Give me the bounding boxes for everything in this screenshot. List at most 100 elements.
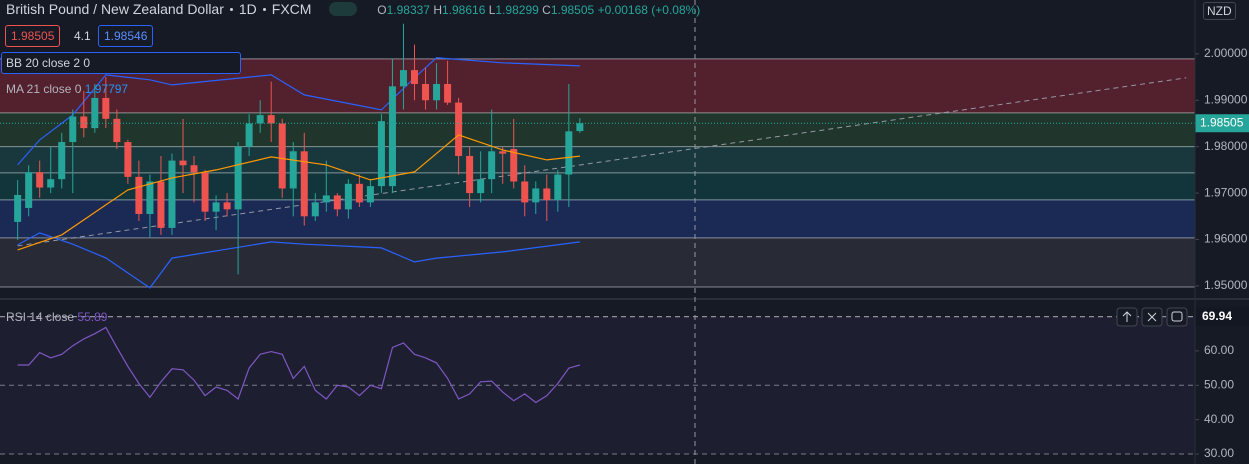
bb-lower	[17, 232, 580, 289]
last-price-box	[1195, 114, 1249, 133]
candle-body	[433, 84, 441, 101]
last-price-label: 1.98505	[1200, 115, 1244, 129]
y-tick-label: 1.97000	[1204, 185, 1248, 199]
fib-zone	[0, 146, 1195, 173]
ohlc-label: O	[377, 3, 387, 17]
y-tick-label: 40.00	[1204, 412, 1234, 426]
fib-zone	[0, 199, 1195, 238]
candle-body	[157, 181, 165, 228]
ohlc-close: 1.98505	[550, 3, 595, 17]
rsi-name: RSI 14 close	[6, 310, 75, 324]
candle-body	[499, 151, 507, 154]
ohlc-label: C	[542, 3, 551, 17]
y-tick-label: 1.99000	[1204, 92, 1248, 106]
candle-body	[422, 84, 430, 101]
ohlc-open: 1.98337	[386, 3, 430, 17]
candle-body	[300, 151, 308, 217]
y-tick-label: 1.95000	[1204, 278, 1248, 292]
sell-price[interactable]: 1.98505	[5, 25, 61, 47]
candle-body	[532, 188, 540, 203]
candle-body	[466, 155, 474, 194]
pane-button[interactable]	[1166, 307, 1188, 327]
candle-body	[477, 179, 485, 194]
ma-line	[17, 134, 580, 251]
candle-body	[135, 176, 143, 214]
candle-body	[179, 160, 187, 166]
candle-body	[576, 123, 584, 132]
rsi-line	[17, 326, 581, 404]
candle-body	[322, 195, 330, 203]
candle-body	[201, 172, 209, 212]
candle-body	[69, 116, 77, 143]
candle-body	[124, 142, 132, 177]
ohlc-low: 1.98299	[495, 3, 539, 17]
candle-body	[377, 121, 385, 187]
candle-body	[366, 186, 374, 203]
candle-body	[47, 179, 55, 188]
fib-zone	[0, 112, 1195, 147]
ma-value: 1.97797	[84, 82, 129, 96]
crosshair-label: 69.94	[1202, 309, 1232, 323]
ohlc-label: L	[488, 3, 496, 17]
icon-maximize	[1171, 311, 1183, 322]
candle-body	[278, 123, 286, 189]
spread: 4.1	[74, 29, 91, 43]
ohlc-label: H	[433, 3, 442, 17]
candle-body	[311, 202, 319, 217]
candle-body	[212, 202, 220, 212]
interval: 1D	[238, 1, 257, 17]
candle-body	[36, 172, 44, 188]
candle-body	[113, 118, 121, 143]
candle-body	[543, 188, 551, 201]
y-tick-label: 2.00000	[1204, 46, 1248, 60]
candle-body	[333, 195, 341, 210]
currency-select[interactable]: NZD	[1203, 2, 1236, 20]
buy-price[interactable]: 1.98546	[98, 25, 154, 47]
fib-zone	[0, 172, 1195, 200]
candle-body	[58, 142, 66, 180]
y-tick-label: 1.96000	[1204, 232, 1248, 246]
candle-body	[146, 181, 154, 214]
candle-body	[80, 116, 88, 129]
symbol-header: British Pound / New Zealand Dollar 1D FXCM…	[6, 1, 700, 17]
trend-line	[17, 77, 1187, 247]
candle-body	[267, 115, 275, 124]
rsi-value: 55.89	[77, 310, 108, 324]
ma-legend: MA 21 close 0 1.97797	[6, 82, 128, 96]
candle-body	[565, 131, 573, 175]
icon-close	[1147, 312, 1157, 322]
fib-zone	[0, 237, 1195, 287]
candle-body	[521, 181, 529, 203]
candle-body	[25, 172, 33, 208]
y-tick-label: 60.00	[1204, 343, 1234, 357]
symbol-title: British Pound / New Zealand Dollar	[6, 1, 224, 17]
candle-body	[168, 160, 176, 228]
candle-body	[245, 123, 253, 147]
crosshair-box	[1195, 307, 1249, 326]
candle-body	[388, 86, 396, 187]
candle-body	[234, 146, 242, 210]
rsi-legend: RSI 14 close 55.89	[6, 310, 107, 324]
y-tick-label: 30.00	[1204, 446, 1234, 460]
candle-body	[344, 183, 352, 210]
bb-legend[interactable]: BB 20 close 2 0	[1, 52, 242, 74]
candle-body	[190, 165, 198, 173]
candle-body	[355, 183, 363, 203]
candle-body	[289, 151, 297, 189]
change: +0.00168 (+0.08%)	[597, 3, 701, 17]
candle-body	[399, 70, 407, 87]
candle-body	[554, 174, 562, 201]
y-tick-label: 50.00	[1204, 377, 1234, 391]
ma-name: MA 21 close 0	[6, 82, 82, 96]
candle-body	[256, 115, 264, 124]
candle-body	[14, 194, 22, 222]
candle-body	[91, 97, 99, 129]
ohlc-high: 1.98616	[442, 3, 486, 17]
y-tick-label: 1.98000	[1204, 139, 1248, 153]
candle-body	[223, 202, 231, 210]
exchange: FXCM	[271, 1, 312, 17]
candle-body	[488, 151, 496, 180]
candle-body	[510, 149, 518, 182]
